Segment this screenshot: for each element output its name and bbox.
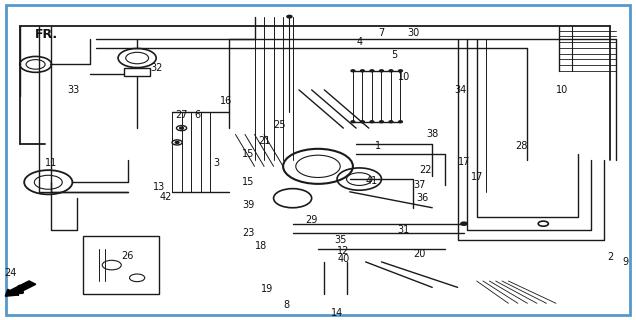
Text: 37: 37 (413, 180, 425, 190)
Text: 20: 20 (413, 249, 425, 259)
Text: 41: 41 (366, 176, 378, 186)
Text: 39: 39 (242, 200, 254, 210)
Text: 31: 31 (398, 225, 410, 235)
Circle shape (389, 70, 393, 72)
Text: 34: 34 (455, 85, 467, 95)
Circle shape (399, 121, 403, 123)
Text: 35: 35 (334, 235, 347, 244)
FancyArrow shape (5, 281, 36, 296)
Text: 28: 28 (515, 140, 527, 151)
Text: 2: 2 (607, 252, 613, 262)
Text: 3: 3 (214, 158, 219, 168)
Text: 29: 29 (305, 215, 318, 226)
Bar (83, 236, 160, 294)
Circle shape (399, 70, 403, 72)
Text: 9: 9 (623, 257, 629, 267)
Circle shape (461, 222, 467, 225)
Text: 17: 17 (458, 156, 470, 166)
Text: 1: 1 (375, 140, 382, 151)
Text: 24: 24 (4, 268, 17, 278)
Text: 4: 4 (356, 37, 363, 47)
Circle shape (380, 70, 384, 72)
Circle shape (389, 121, 393, 123)
Text: 14: 14 (331, 308, 343, 318)
Text: 10: 10 (398, 72, 410, 82)
Text: 17: 17 (471, 172, 483, 182)
Text: 26: 26 (121, 251, 134, 260)
Text: 6: 6 (195, 110, 200, 120)
Text: 27: 27 (176, 110, 188, 120)
Text: 36: 36 (417, 193, 429, 203)
Text: 7: 7 (378, 28, 385, 37)
Circle shape (361, 70, 364, 72)
Text: 16: 16 (220, 96, 232, 106)
Text: 15: 15 (242, 148, 254, 159)
Circle shape (287, 15, 292, 18)
Circle shape (361, 121, 364, 123)
Text: 30: 30 (407, 28, 419, 37)
Text: 23: 23 (242, 228, 254, 238)
Text: 38: 38 (426, 130, 438, 140)
Text: 22: 22 (420, 164, 432, 174)
Text: 32: 32 (150, 63, 162, 73)
Text: 25: 25 (273, 120, 286, 130)
Circle shape (370, 70, 374, 72)
Text: 13: 13 (153, 182, 165, 192)
Text: 5: 5 (391, 50, 398, 60)
Text: 11: 11 (45, 158, 58, 168)
Text: 21: 21 (258, 136, 270, 146)
Text: 8: 8 (283, 300, 289, 310)
Text: 40: 40 (337, 254, 350, 264)
Text: FR.: FR. (35, 28, 58, 41)
Text: 10: 10 (556, 85, 569, 95)
Bar (125, 68, 150, 76)
Text: 33: 33 (67, 85, 80, 95)
Circle shape (351, 70, 355, 72)
Circle shape (351, 121, 355, 123)
Text: 15: 15 (242, 177, 254, 187)
Circle shape (175, 141, 179, 143)
Text: 12: 12 (337, 246, 350, 256)
Text: 19: 19 (261, 284, 273, 294)
Text: 42: 42 (160, 192, 172, 202)
Text: 18: 18 (255, 241, 267, 251)
Circle shape (370, 121, 374, 123)
Circle shape (380, 121, 384, 123)
Circle shape (179, 127, 183, 129)
